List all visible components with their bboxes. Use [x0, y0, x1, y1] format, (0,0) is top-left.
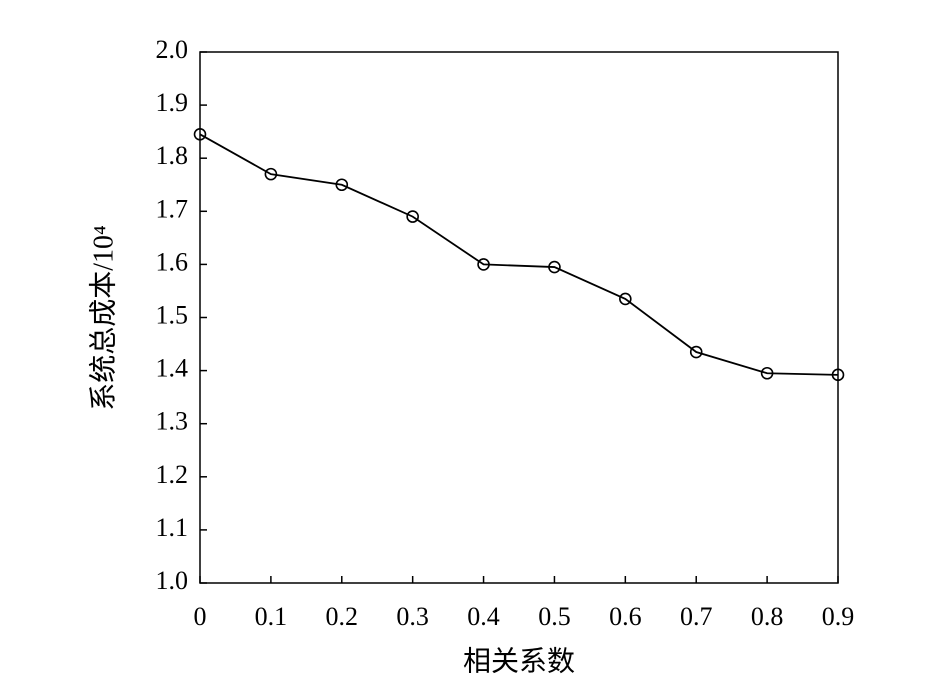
marker [548, 260, 561, 274]
y-tick-label: 2.0 [156, 35, 189, 64]
marker [760, 366, 774, 380]
x-tick-label: 0 [194, 602, 207, 631]
line [199, 133, 839, 376]
y-tick-label: 1.0 [156, 566, 189, 595]
y-tick-label: 1.2 [156, 460, 189, 489]
y-tick-label: 1.4 [156, 354, 189, 383]
x-tick-label: 0.5 [538, 602, 571, 631]
y-tick-label: 1.9 [156, 88, 189, 117]
x-tick-label: 0.1 [255, 602, 288, 631]
x-tick-label: 0.4 [467, 602, 500, 631]
y-tick-label: 1.3 [156, 407, 189, 436]
x-tick-label: 0.8 [751, 602, 784, 631]
x-tick-label: 0.6 [609, 602, 642, 631]
marker [406, 210, 419, 223]
plot-frame [199, 51, 839, 584]
marker [335, 178, 349, 192]
y-tick-label: 1.1 [156, 513, 189, 542]
marker [264, 167, 278, 181]
x-tick-label: 0.3 [396, 602, 429, 631]
marker [477, 258, 490, 271]
y-tick-label: 1.6 [156, 247, 189, 276]
x-axis-title: 相关系数 [463, 645, 575, 677]
marker [193, 128, 207, 141]
marker [619, 292, 632, 306]
x-tick-label: 0.7 [680, 602, 713, 631]
marker [831, 368, 845, 382]
y-tick-label: 1.8 [156, 141, 189, 170]
x-tick-label: 0.2 [326, 602, 359, 631]
marker [689, 345, 703, 359]
x-tick-label: 0.9 [822, 602, 855, 631]
y-axis-title: 系统总成本/10⁴ [87, 225, 119, 411]
y-tick-label: 1.5 [156, 300, 189, 329]
y-tick-label: 1.7 [156, 194, 189, 223]
